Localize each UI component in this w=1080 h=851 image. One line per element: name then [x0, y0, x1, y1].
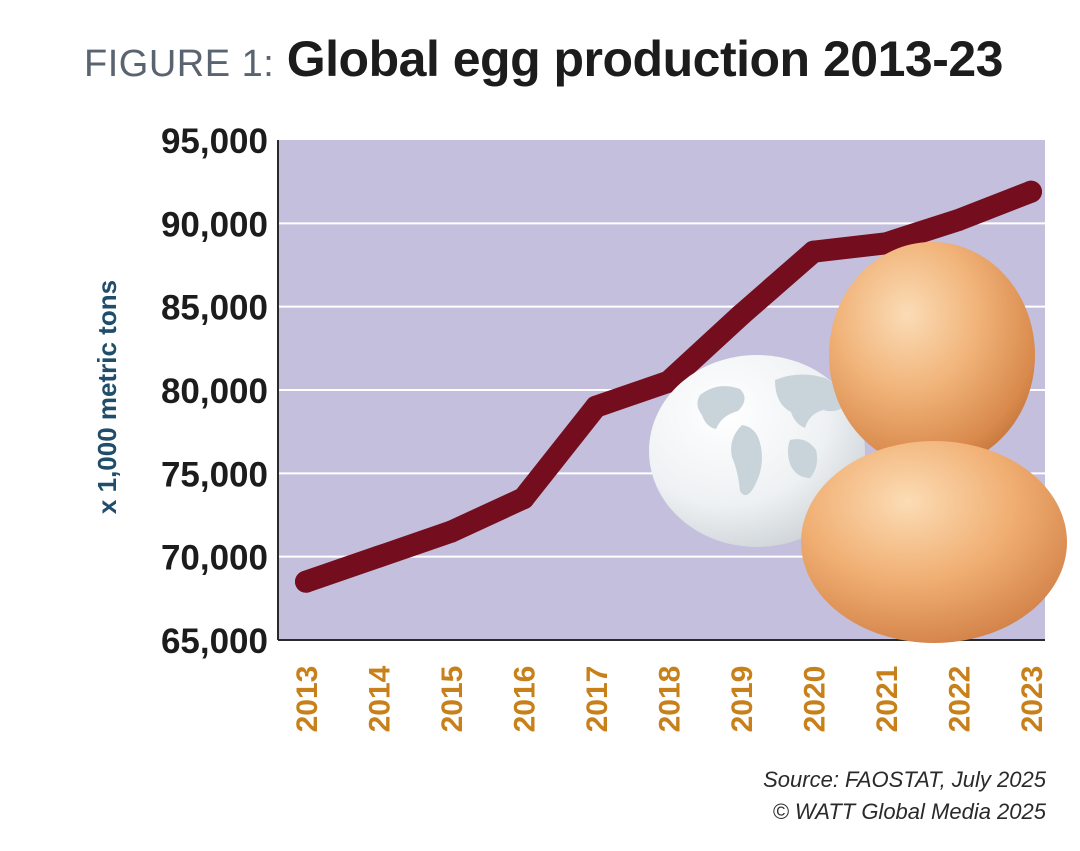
brown-egg-icon	[829, 242, 1035, 468]
y-axis-label: x 1,000 metric tons	[92, 280, 122, 514]
y-tick-label: 95,000	[161, 122, 268, 161]
title-text: Global egg production 2013-23	[286, 31, 1004, 87]
y-tick-label: 85,000	[161, 289, 268, 328]
y-tick-label: 90,000	[161, 205, 268, 244]
x-tick-label: 2021	[871, 666, 904, 733]
x-tick-label: 2023	[1016, 666, 1049, 733]
egg-illustration	[649, 242, 1067, 643]
x-tick-label: 2016	[509, 666, 542, 733]
x-tick-labels: 2013 2014 2015 2016 2017 2018 2019 2020 2021 2022…	[291, 665, 1049, 732]
y-tick-label: 65,000	[161, 622, 268, 661]
x-tick-label: 2013	[291, 666, 324, 733]
y-tick-labels: 65,000 70,000 75,000 80,000 85,000 90,000 95,0…	[161, 122, 268, 661]
x-tick-label: 2014	[364, 665, 397, 732]
data-point	[295, 570, 317, 593]
x-tick-label: 2017	[581, 666, 614, 733]
data-point	[947, 209, 970, 231]
data-point	[802, 240, 825, 263]
brown-egg-icon	[801, 441, 1067, 643]
x-tick-label: 2015	[436, 666, 469, 733]
x-tick-label: 2022	[944, 666, 977, 733]
globe-egg-icon	[649, 355, 865, 547]
data-point	[367, 545, 390, 568]
x-tick-label: 2018	[654, 666, 687, 733]
data-point	[657, 370, 680, 393]
y-tick-label: 80,000	[161, 372, 268, 411]
data-point	[1020, 180, 1042, 203]
x-tick-label: 2019	[726, 666, 759, 733]
data-point	[875, 232, 897, 255]
data-point	[585, 395, 607, 418]
figure-label: FIGURE 1:	[84, 43, 275, 85]
copyright-line: © WATT Global Media 2025	[772, 799, 1046, 824]
data-points	[295, 180, 1042, 593]
chart-title: FIGURE 1: Global egg production 2013-23	[84, 30, 1003, 100]
data-point	[440, 520, 462, 543]
x-tick-label: 2020	[799, 666, 832, 733]
source-note: Source: FAOSTAT, July 2025 © WATT Global…	[763, 764, 1046, 828]
data-point	[730, 304, 752, 326]
y-tick-label: 70,000	[161, 539, 268, 578]
source-line: Source: FAOSTAT, July 2025	[763, 767, 1046, 792]
data-point	[512, 487, 535, 510]
y-tick-label: 75,000	[161, 455, 268, 494]
